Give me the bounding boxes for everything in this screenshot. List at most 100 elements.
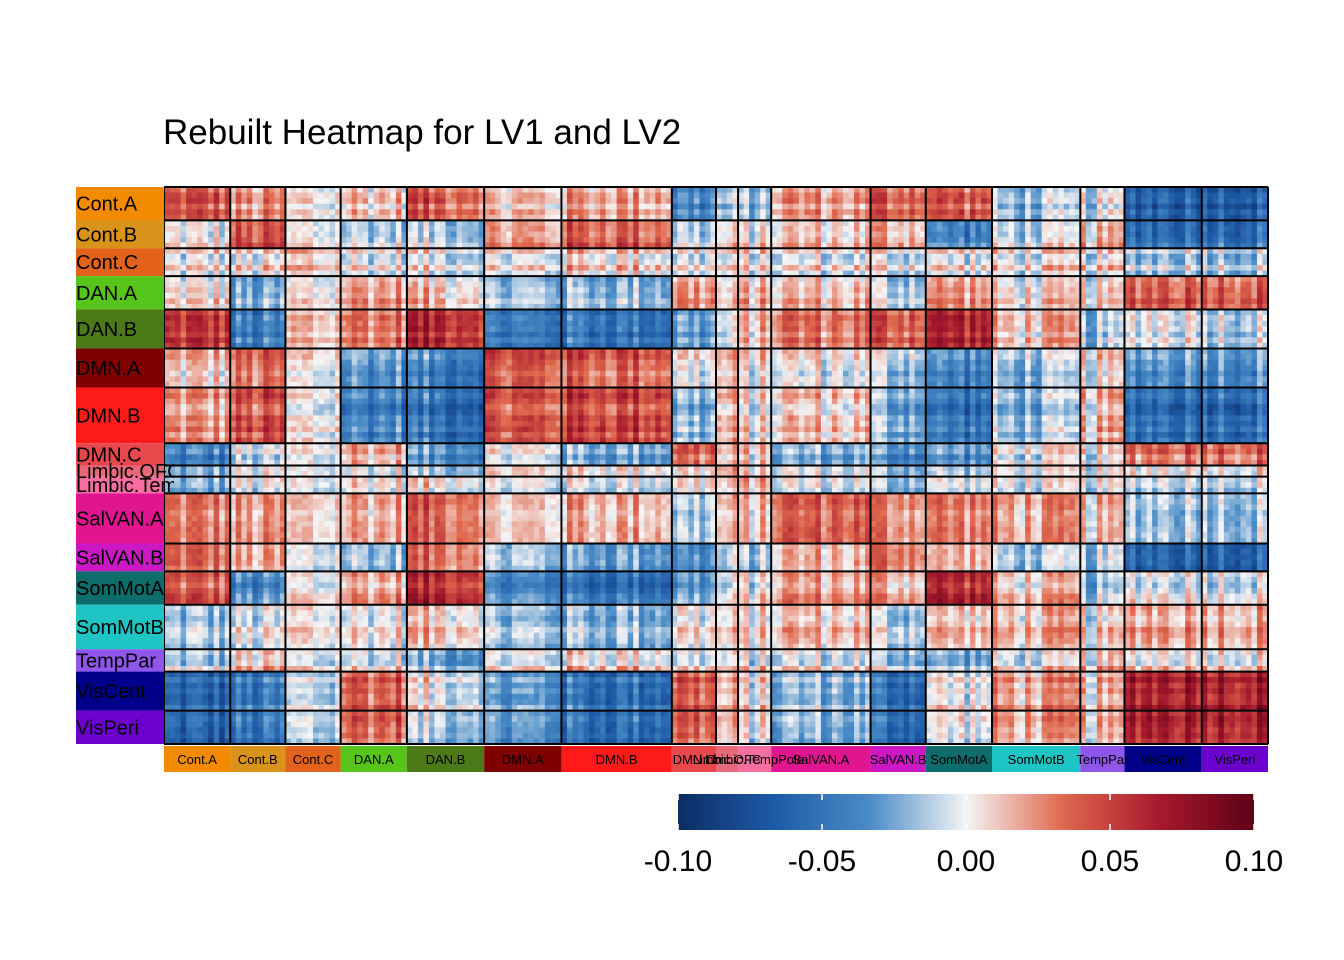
heatmap-cell [881,287,888,294]
heatmap-cell [1058,198,1065,205]
heatmap-cell [285,309,292,316]
heatmap-cell [412,259,419,266]
heatmap-cell [716,253,723,261]
heatmap-cell [727,303,734,311]
heatmap-cell [738,237,745,244]
heatmap-cell [335,248,342,255]
heatmap-cell [1124,276,1131,283]
heatmap-cell [1130,203,1137,210]
heatmap-cell [478,192,485,199]
heatmap-cell [1251,253,1258,261]
heatmap-cell [351,220,358,227]
heatmap-cell [279,270,287,277]
heatmap-cell [401,225,408,233]
heatmap-cell [793,225,800,233]
heatmap-cell [936,242,943,249]
heatmap-cell [246,331,253,338]
heatmap-cell [583,292,590,299]
heatmap-cell [340,220,347,227]
heatmap-cell [1069,270,1076,277]
heatmap-cell [500,198,507,205]
heatmap-cell [798,214,805,222]
heatmap-cell [235,298,242,305]
heatmap-cell [346,253,353,261]
heatmap-cell [776,242,783,249]
heatmap-cell [969,276,977,283]
heatmap-cell [467,242,474,249]
heatmap-cell [870,259,877,266]
heatmap-cell [219,337,226,344]
heatmap-cell [197,209,204,216]
heatmap-cell [528,337,535,344]
heatmap-cell [329,220,336,227]
heatmap-cell [1091,231,1098,238]
heatmap-cell [290,270,298,277]
heatmap-cell [842,248,850,255]
heatmap-cell [1157,292,1164,299]
heatmap-cell [1185,225,1192,233]
heatmap-cell [738,242,745,249]
heatmap-cell [1229,253,1236,261]
heatmap-cell [318,287,325,294]
heatmap-cell [815,198,822,205]
heatmap-cell [1036,192,1043,199]
heatmap-cell [224,264,231,272]
heatmap-cell [704,231,712,238]
heatmap-cell [1096,270,1103,277]
heatmap-cell [235,187,242,194]
heatmap-cell [953,292,960,299]
heatmap-cell [716,292,723,299]
heatmap-cell [804,281,811,288]
heatmap-cell [1240,259,1247,266]
heatmap-cell [920,276,927,283]
heatmap-cell [462,242,469,249]
heatmap-cell [302,242,309,249]
heatmap-cell [782,242,789,249]
heatmap-cell [1157,231,1164,238]
heatmap-cell [1063,209,1070,216]
heatmap-cell [942,298,949,305]
heatmap-cell [235,225,242,233]
heatmap-cell [633,220,640,227]
heatmap-cell [787,292,794,299]
heatmap-cell [423,187,430,194]
heatmap-cell [1157,259,1164,266]
heatmap-cell [903,192,910,199]
heatmap-cell [550,253,557,261]
heatmap-cell [876,303,883,311]
heatmap-cell [920,287,927,294]
heatmap-cell [263,259,270,266]
heatmap-cell [318,237,325,244]
heatmap-cell [1118,253,1126,261]
heatmap-cell [627,214,634,222]
heatmap-cell [318,337,325,344]
heatmap-cell [1085,203,1092,210]
heatmap-cell [307,253,314,261]
heatmap-cell [671,303,678,311]
heatmap-cell [986,203,993,210]
heatmap-cell [887,242,894,249]
heatmap-cell [522,320,529,327]
heatmap-cell [1052,292,1059,299]
heatmap-cell [903,303,910,311]
heatmap-cell [346,331,353,338]
heatmap-cell [197,331,204,338]
heatmap-cell [865,276,872,283]
heatmap-cell [539,309,546,316]
heatmap-cell [451,276,458,283]
heatmap-cell [743,303,750,311]
heatmap-cell [478,298,485,305]
heatmap-cell [1251,270,1258,277]
heatmap-cell [533,264,540,272]
heatmap-cell [368,253,375,261]
heatmap-cell [511,192,518,199]
heatmap-cell [274,342,281,350]
heatmap-cell [1218,292,1225,299]
heatmap-cell [798,220,805,227]
heatmap-cell [401,292,408,299]
heatmap-cell [1063,214,1070,222]
heatmap-cell [671,248,678,255]
heatmap-cell [384,259,391,266]
heatmap-cell [1008,242,1015,249]
heatmap-cell [1196,287,1203,294]
